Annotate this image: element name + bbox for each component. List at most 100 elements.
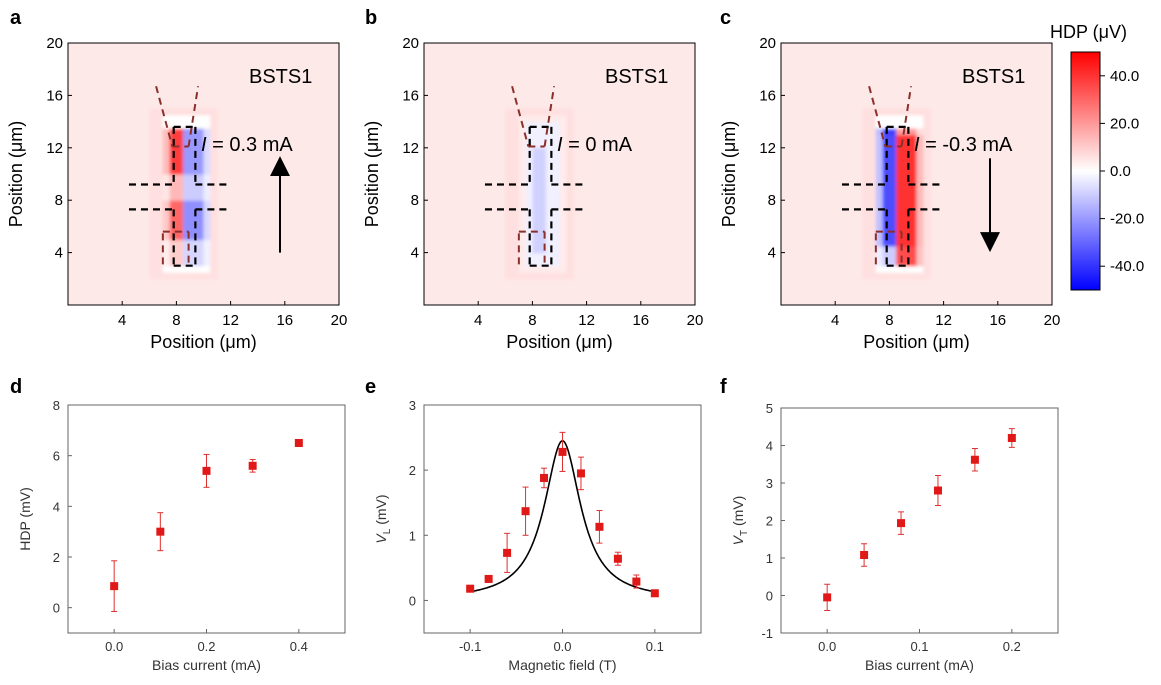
heatmap-cell <box>532 226 540 234</box>
heatmap-cell <box>203 232 211 240</box>
heatmap-cell <box>210 226 218 234</box>
heatmap-cell <box>196 174 204 182</box>
heatmap-cell <box>189 239 198 247</box>
heatmap-cell <box>512 246 520 254</box>
heatmap-cell <box>176 147 184 155</box>
heatmap-cell <box>889 259 897 267</box>
heatmap-cell <box>862 128 870 136</box>
heatmap-cell <box>149 239 157 247</box>
heatmap-cell <box>532 193 540 201</box>
data-point <box>632 577 641 586</box>
heatmap-cell <box>169 193 177 201</box>
heatmap-cell <box>923 272 931 280</box>
heatmap-cell <box>902 226 911 234</box>
y-tick-label: 2 <box>53 550 60 565</box>
heatmap-cell <box>909 272 917 280</box>
panel-label-b: b <box>365 7 377 29</box>
heatmap-cell <box>203 239 211 247</box>
heatmap-cell <box>518 154 527 162</box>
heatmap-cell <box>559 174 567 182</box>
heatmap-cell <box>559 239 567 247</box>
heatmap-cell <box>916 246 924 254</box>
heatmap-cell <box>210 232 218 240</box>
heatmap-cell <box>210 246 218 254</box>
heatmap-cell <box>203 246 211 254</box>
heatmap-cell <box>189 180 198 188</box>
heatmap-cell <box>882 200 890 208</box>
heatmap-cell <box>889 180 897 188</box>
heatmap-cell <box>532 141 540 149</box>
heatmap-cell <box>539 160 547 168</box>
heatmap-cell <box>862 108 870 116</box>
heatmap-cell <box>539 154 547 162</box>
electrode-outline-segment <box>187 86 200 147</box>
heatmap-cell <box>889 232 897 240</box>
current-symbol: I <box>914 134 920 156</box>
heatmap-cell <box>869 259 877 267</box>
heatmap-cell <box>902 246 911 254</box>
heatmap-cell <box>559 265 567 273</box>
heatmap-cell <box>566 265 574 273</box>
x-axis-label: Bias current (mA) <box>865 657 974 673</box>
heatmap-cell <box>896 239 904 247</box>
heatmap-cell <box>545 200 554 208</box>
heatmap-cell <box>176 108 184 116</box>
heatmap-cell <box>896 259 904 267</box>
heatmap-cell <box>189 128 198 136</box>
heatmap-cell <box>512 272 520 280</box>
x-tick-label: 4 <box>831 312 839 329</box>
heatmap-cell <box>896 134 904 142</box>
heatmap-cell <box>539 128 547 136</box>
x-tick-label: 8 <box>885 312 893 329</box>
heatmap-cell <box>518 259 527 267</box>
heatmap-cell <box>902 239 911 247</box>
current-label: I = 0.3 mA <box>201 134 293 156</box>
heatmap-cell <box>869 128 877 136</box>
heatmap-cell <box>203 272 211 280</box>
x-axis-label: Position (μm) <box>863 332 969 352</box>
heatmap-cell <box>916 115 924 123</box>
y-tick-label: 4 <box>768 245 776 262</box>
heatmap-cell <box>203 147 211 155</box>
y-tick-label: 4 <box>53 499 60 514</box>
heatmap-cell <box>176 213 184 221</box>
heatmap-cell <box>210 193 218 201</box>
heatmap-cell <box>149 187 157 195</box>
heatmap-cell <box>862 219 870 227</box>
heatmap-cell <box>923 141 931 149</box>
heatmap-cell <box>566 128 574 136</box>
heatmap-cell <box>525 108 533 116</box>
heatmap-cell <box>875 246 884 254</box>
heatmap-cell <box>889 226 897 234</box>
heatmap-cell <box>169 134 177 142</box>
current-value: = 0 mA <box>563 134 633 156</box>
heatmap-cell <box>156 108 164 116</box>
heatmap-cell <box>902 265 911 273</box>
heatmap-cell <box>566 115 574 123</box>
heatmap-cell <box>875 115 884 123</box>
heatmap-cell <box>566 252 574 260</box>
plot-frame <box>780 42 1053 306</box>
heatmap-cell <box>162 200 171 208</box>
heatmap-cell <box>545 167 554 175</box>
heatmap-cell <box>156 246 164 254</box>
heatmap-cell <box>869 115 877 123</box>
heatmap-cell <box>196 246 204 254</box>
heatmap-cell <box>862 167 870 175</box>
heatmap-cell <box>162 128 171 136</box>
heatmap-cell <box>162 226 171 234</box>
heatmap-cell <box>559 213 567 221</box>
heatmap-cell <box>923 200 931 208</box>
heatmap-cell <box>189 147 198 155</box>
heatmap-cell <box>176 128 184 136</box>
heatmap-cell <box>162 160 171 168</box>
heatmap-cell <box>532 174 540 182</box>
heatmap-cell <box>196 226 204 234</box>
heatmap-cell <box>196 239 204 247</box>
heatmap-cells <box>862 108 931 280</box>
y-axis-label: Position (μm) <box>719 121 739 227</box>
heatmap-cell <box>539 121 547 129</box>
heatmap-cell <box>532 213 540 221</box>
heatmap-cell <box>896 246 904 254</box>
heatmap-cell <box>518 147 527 155</box>
